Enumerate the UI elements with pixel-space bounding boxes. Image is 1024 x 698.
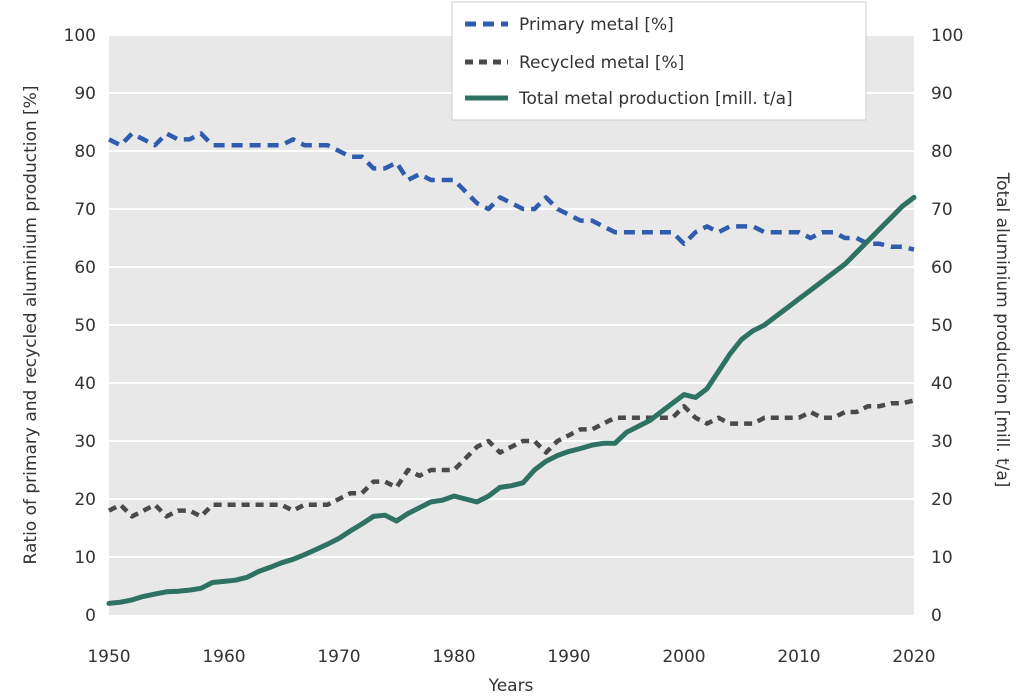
x-tick-label: 2010: [777, 647, 820, 667]
series-recycled-line: [107, 398, 915, 519]
x-tick-label: 1980: [432, 647, 475, 667]
y-axis-right-title: Total aluminium production [mill. t/a]: [992, 172, 1012, 488]
y-right-tick-label: 20: [931, 490, 953, 510]
y-right-tick-label: 40: [931, 374, 953, 394]
y-left-tick-label: 0: [85, 606, 96, 626]
y-right-tick-label: 30: [931, 432, 953, 452]
y-left-tick-label: 80: [74, 142, 96, 162]
y-right-tick-label: 80: [931, 142, 953, 162]
y-left-tick-label: 20: [74, 490, 96, 510]
legend: Primary metal [%] Recycled metal [%] Tot…: [451, 1, 867, 121]
y-right-tick-label: 100: [931, 26, 963, 46]
y-right-tick-label: 70: [931, 200, 953, 220]
x-axis-title: Years: [488, 676, 534, 696]
legend-label-recycled: Recycled metal [%]: [519, 53, 684, 73]
x-tick-label: 1960: [202, 647, 245, 667]
y-left-tick-label: 50: [74, 316, 96, 336]
y-right-tick-label: 0: [931, 606, 942, 626]
x-tick-label: 1970: [317, 647, 360, 667]
y-right-tick-label: 10: [931, 548, 953, 568]
y-right-tick-label: 60: [931, 258, 953, 278]
y-axis-right: 0 10 20 30 40 50 60 70 80 90 100: [931, 26, 963, 626]
y-axis-left: 0 10 20 30 40 50 60 70 80 90 100: [64, 26, 96, 626]
y-right-tick-label: 90: [931, 84, 953, 104]
y-left-tick-label: 70: [74, 200, 96, 220]
x-axis: 1950 1960 1970 1980 1990 2000 2010 2020: [87, 647, 935, 667]
y-left-tick-label: 30: [74, 432, 96, 452]
legend-label-total: Total metal production [mill. t/a]: [518, 89, 793, 109]
series-primary-line: [107, 131, 915, 252]
x-tick-label: 2020: [892, 647, 935, 667]
x-tick-label: 1950: [87, 647, 130, 667]
series-total-line: [106, 194, 917, 606]
series-layer: [106, 131, 917, 606]
y-left-tick-label: 10: [74, 548, 96, 568]
y-right-tick-label: 50: [931, 316, 953, 336]
x-tick-label: 2000: [662, 647, 705, 667]
y-left-tick-label: 40: [74, 374, 96, 394]
y-axis-left-title: Ratio of primary and recycled aluminium …: [21, 86, 41, 565]
x-tick-label: 1990: [547, 647, 590, 667]
y-left-tick-label: 100: [64, 26, 96, 46]
legend-box: [451, 1, 867, 121]
y-left-tick-label: 60: [74, 258, 96, 278]
legend-label-primary: Primary metal [%]: [519, 15, 674, 35]
y-left-tick-label: 90: [74, 84, 96, 104]
